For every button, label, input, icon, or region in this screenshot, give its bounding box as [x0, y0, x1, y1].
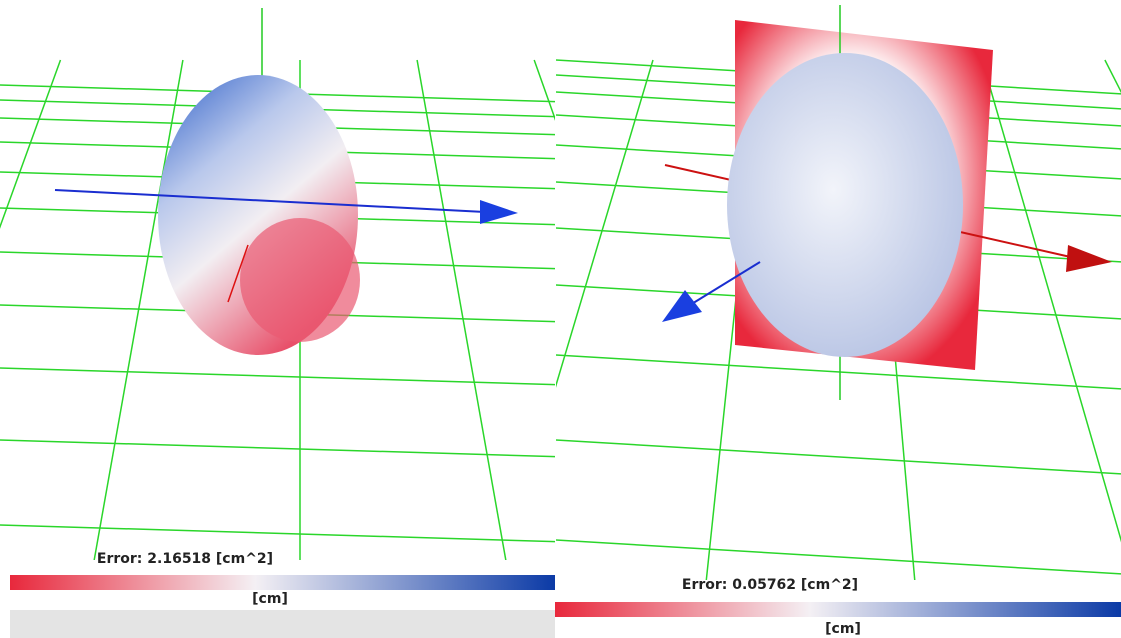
head-model [727, 53, 963, 357]
grid-line [0, 367, 555, 386]
grid-line [556, 59, 654, 388]
grid-line [0, 524, 555, 543]
axis-arrow [480, 200, 518, 224]
error-label: Error: 2.16518 [cm^2] [97, 551, 273, 567]
color-bar [555, 602, 1121, 617]
error-region [240, 218, 360, 342]
axis-arrow [1066, 245, 1112, 272]
grid-line [556, 354, 1121, 390]
z-axis [227, 244, 249, 303]
x-axis [54, 189, 486, 213]
grid-line [0, 439, 555, 458]
grid-line [0, 59, 62, 229]
grid-line [556, 439, 1121, 475]
error-label: Error: 0.05762 [cm^2] [682, 577, 858, 593]
grid-line [93, 59, 184, 560]
axis-arrow [662, 290, 702, 322]
z-axis [689, 261, 761, 306]
status-bar [10, 610, 555, 638]
grid-line [556, 539, 1121, 575]
unit-label: [cm] [252, 591, 288, 607]
color-bar [10, 575, 555, 590]
unit-label: [cm] [825, 621, 861, 637]
grid-line [1104, 59, 1121, 94]
grid-line [981, 59, 1121, 543]
grid-line [416, 59, 507, 560]
